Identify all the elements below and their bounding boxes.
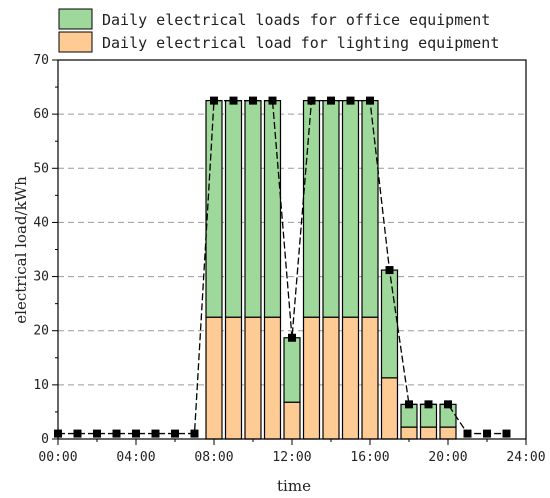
total-point-21 — [463, 429, 472, 438]
total-point-12 — [288, 333, 296, 342]
total-point-10 — [249, 96, 257, 105]
bar-lighting-11 — [263, 316, 282, 440]
y-tick-label: 20 — [33, 324, 49, 339]
total-point-18 — [405, 400, 413, 409]
bar-lighting-13 — [302, 316, 321, 440]
x-tick-label: 12:00 — [272, 450, 311, 465]
bar-lighting-18 — [400, 426, 418, 440]
bar-lighting-16 — [361, 316, 379, 440]
total-point-22 — [483, 429, 491, 438]
bar-office-9 — [224, 100, 243, 318]
legend-swatch-lighting — [58, 31, 93, 53]
total-point-17 — [385, 266, 394, 275]
y-axis-title: electrical load/kWh — [12, 176, 30, 324]
total-point-11 — [268, 96, 277, 105]
x-tick-label: 24:00 — [506, 450, 545, 465]
total-point-6 — [171, 429, 179, 438]
x-axis-title: time — [277, 477, 311, 495]
total-point-5 — [151, 429, 160, 438]
bar-office-16 — [361, 100, 379, 318]
total-point-16 — [366, 96, 374, 105]
total-line — [54, 96, 511, 438]
total-point-13 — [307, 96, 316, 105]
y-axis: 0 10 20 30 40 50 60 70 — [33, 53, 58, 447]
bar-lighting-9 — [224, 316, 243, 440]
y-tick-label: 60 — [33, 107, 49, 122]
total-point-9 — [229, 96, 238, 105]
bar-lighting-8 — [205, 316, 223, 440]
total-point-15 — [346, 96, 355, 105]
x-tick-label: 00:00 — [38, 450, 77, 465]
bar-lighting-10 — [244, 316, 262, 440]
bar-office-14 — [322, 100, 340, 318]
x-tick-label: 08:00 — [194, 450, 233, 465]
total-point-3 — [112, 429, 121, 438]
x-tick-label: 16:00 — [350, 450, 389, 465]
bar-office-12 — [283, 337, 301, 403]
bar-office-17 — [380, 269, 399, 379]
total-point-19 — [424, 400, 433, 409]
x-tick-label: 04:00 — [116, 450, 155, 465]
total-point-4 — [132, 429, 140, 438]
bar-lighting-20 — [439, 426, 457, 440]
y-tick-label: 0 — [41, 432, 49, 447]
total-point-8 — [210, 96, 218, 105]
bar-lighting-15 — [341, 316, 360, 440]
bar-lighting-19 — [419, 426, 438, 440]
bar-office-13 — [302, 100, 321, 318]
legend: Daily electrical loads for office equipm… — [58, 8, 499, 53]
legend-label-lighting: Daily electrical load for lighting equip… — [102, 34, 499, 52]
y-tick-label: 50 — [33, 161, 49, 176]
legend-swatch-office — [58, 8, 93, 30]
bar-office-10 — [244, 100, 262, 318]
bar-office-15 — [341, 100, 360, 318]
x-axis: 00:00 04:00 08:00 12:00 16:00 20:00 24:00 — [38, 439, 546, 465]
y-tick-label: 40 — [33, 215, 49, 230]
y-tick-label: 10 — [33, 378, 49, 393]
total-point-20 — [444, 400, 452, 409]
y-tick-label: 70 — [33, 53, 49, 68]
x-tick-label: 20:00 — [428, 450, 467, 465]
total-point-14 — [327, 96, 335, 105]
legend-label-office: Daily electrical loads for office equipm… — [102, 11, 490, 29]
total-point-7 — [190, 429, 199, 438]
bar-lighting-12 — [283, 401, 301, 440]
total-point-23 — [502, 429, 511, 438]
bar-lighting-14 — [322, 316, 340, 440]
bar-lighting-17 — [380, 377, 399, 440]
total-point-1 — [73, 429, 82, 438]
y-tick-label: 30 — [33, 270, 49, 285]
total-point-2 — [93, 429, 101, 438]
bar-office-8 — [205, 100, 223, 318]
bar-office-11 — [263, 100, 282, 318]
